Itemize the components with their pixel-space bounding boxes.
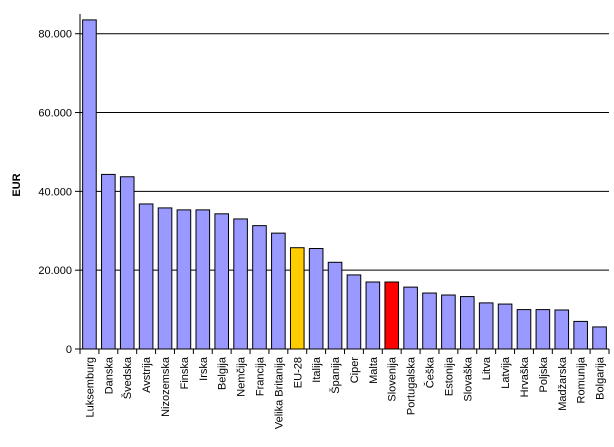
x-tick-label: Estonija bbox=[443, 356, 455, 396]
x-tick-label: Nizozemska bbox=[160, 356, 172, 417]
bar bbox=[101, 173, 116, 350]
x-tick-label: Romunija bbox=[576, 356, 588, 403]
x-tick-label: Bolgarija bbox=[595, 356, 607, 400]
bar bbox=[327, 261, 343, 350]
x-tick-label: Finska bbox=[179, 356, 191, 389]
bar bbox=[195, 209, 211, 350]
x-tick-label: Velika Britanija bbox=[273, 356, 285, 429]
bar bbox=[460, 296, 475, 350]
bar bbox=[592, 326, 607, 350]
gridlines bbox=[80, 33, 609, 271]
bar bbox=[497, 303, 513, 350]
bar bbox=[384, 281, 400, 350]
x-tick-label: Poljska bbox=[538, 356, 550, 392]
x-tick-label: Španija bbox=[329, 356, 342, 394]
y-axis-title: EUR bbox=[11, 173, 23, 196]
bar bbox=[157, 207, 173, 350]
bar bbox=[516, 309, 532, 350]
x-tick-label: Švedska bbox=[121, 356, 134, 399]
x-tick-label: Italija bbox=[311, 356, 323, 383]
bar bbox=[535, 309, 551, 350]
bar bbox=[176, 209, 192, 350]
y-axis: 0 20.000 40.000 60.000 80.000 bbox=[38, 14, 81, 356]
x-tick-label: Francija bbox=[254, 356, 266, 396]
bars bbox=[82, 19, 607, 350]
bar bbox=[289, 247, 305, 350]
bar bbox=[573, 320, 588, 350]
bar bbox=[308, 248, 324, 350]
x-tick-label: Madžarska bbox=[557, 356, 569, 411]
bar bbox=[233, 218, 248, 350]
bar bbox=[82, 19, 97, 350]
x-tick-label: Luksemburg bbox=[84, 357, 96, 418]
y-tick-label: 80.000 bbox=[38, 29, 72, 41]
x-tick-label: Irska bbox=[198, 356, 210, 381]
x-tick-label: EU-28 bbox=[292, 357, 304, 388]
x-tick-label: Belgija bbox=[217, 356, 229, 390]
bar bbox=[252, 225, 267, 350]
y-tick-label: 40.000 bbox=[38, 186, 72, 198]
bar bbox=[478, 302, 494, 350]
bar bbox=[554, 309, 570, 350]
bar bbox=[214, 213, 229, 350]
x-tick-label: Hrvaška bbox=[519, 356, 531, 397]
bar bbox=[271, 232, 286, 350]
bar bbox=[403, 286, 418, 350]
y-tick-label: 0 bbox=[66, 344, 72, 356]
bar bbox=[441, 294, 456, 350]
x-tick-label: Portugalska bbox=[406, 356, 418, 415]
x-tick-label: Ciper bbox=[349, 357, 361, 384]
x-axis: Luksemburg Danska Švedska Avstrija Nizozemsk… bbox=[75, 348, 610, 429]
x-tick-label: Slovaška bbox=[462, 356, 474, 402]
bar bbox=[138, 203, 154, 350]
bar bbox=[365, 281, 381, 350]
bar bbox=[346, 274, 362, 350]
x-tick-label: Slovenija bbox=[387, 356, 399, 402]
bar bbox=[422, 292, 437, 350]
x-tick-label: Malta bbox=[368, 356, 380, 384]
y-tick-label: 60.000 bbox=[38, 108, 72, 120]
x-tick-label: Avstrija bbox=[141, 356, 153, 393]
y-tick-label: 20.000 bbox=[38, 265, 72, 277]
x-tick-label: Nemčija bbox=[236, 356, 248, 397]
bar bbox=[119, 176, 135, 350]
x-tick-label: Latvija bbox=[500, 356, 512, 389]
x-tick-label: Litva bbox=[481, 356, 493, 380]
x-tick-label: Danska bbox=[103, 356, 115, 394]
x-tick-label: Češka bbox=[424, 356, 437, 388]
